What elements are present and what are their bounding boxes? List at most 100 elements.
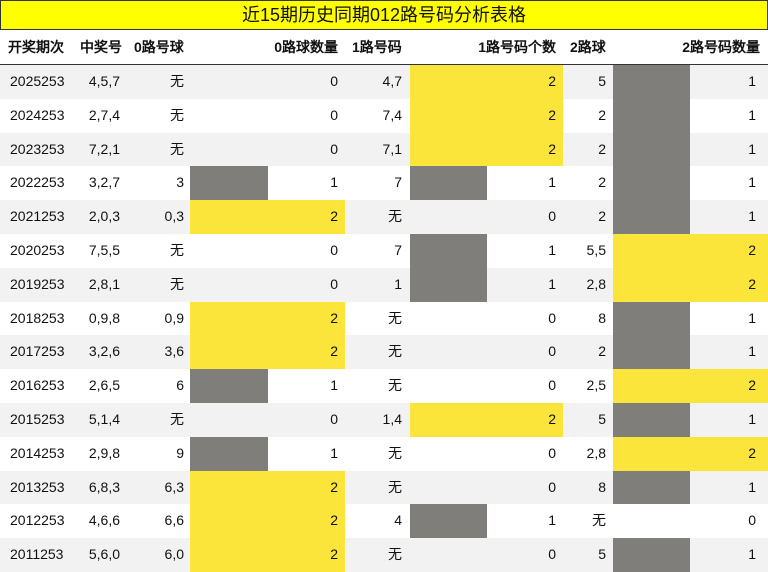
count-highlight — [613, 470, 690, 505]
count-highlight — [613, 538, 690, 572]
table-cell: 2014253 — [10, 444, 65, 461]
table-cell: 2,7,4 — [88, 106, 120, 123]
table-cell: 7,4 — [382, 106, 402, 123]
count-highlight — [613, 166, 690, 201]
table-cell: 1 — [748, 174, 756, 191]
table-cell: 2018253 — [10, 309, 65, 326]
table-cell: 无 — [388, 478, 402, 495]
table-cell: 7,2,1 — [88, 140, 120, 157]
table-cell: 8 — [598, 478, 606, 495]
count-highlight — [613, 65, 690, 99]
table-cell: 2017253 — [10, 343, 65, 360]
count-highlight — [410, 65, 563, 99]
column-header: 中奖号 — [80, 39, 122, 55]
table-cell: 0 — [330, 242, 338, 258]
table-cell: 2 — [548, 73, 556, 89]
table-cell: 9 — [176, 444, 184, 461]
table-cell: 5,1,4 — [88, 411, 120, 427]
table-cell: 1,4 — [382, 411, 402, 427]
table-cell: 无 — [170, 275, 184, 292]
table-cell: 4,6,6 — [88, 512, 120, 529]
table-cell: 0 — [748, 512, 756, 529]
count-highlight — [190, 470, 345, 505]
count-highlight — [410, 132, 563, 167]
table-cell: 0 — [548, 444, 556, 461]
table-cell: 2 — [748, 275, 756, 292]
column-header: 0路球数量 — [274, 39, 338, 55]
table-cell: 3,6 — [164, 343, 184, 360]
column-header: 2路球 — [570, 39, 606, 55]
table-cell: 2,5 — [586, 377, 606, 394]
count-highlight — [190, 200, 345, 234]
count-highlight — [190, 436, 268, 471]
table-cell: 6,3 — [164, 478, 184, 495]
table-cell: 2024253 — [10, 106, 65, 123]
count-highlight — [410, 403, 563, 437]
count-highlight — [613, 234, 768, 268]
table-cell: 2025253 — [10, 73, 65, 89]
table-cell: 0 — [548, 478, 556, 495]
count-highlight — [613, 403, 690, 437]
table-cell: 2 — [330, 512, 338, 529]
table-cell: 1 — [748, 106, 756, 123]
count-highlight — [190, 504, 345, 539]
table-cell: 2 — [598, 106, 606, 123]
table-cell: 3 — [176, 174, 184, 191]
table-cell: 5 — [598, 411, 606, 427]
count-highlight — [410, 267, 487, 302]
table-cell: 1 — [548, 275, 556, 292]
table-cell: 2 — [748, 242, 756, 258]
table-cell: 6 — [176, 377, 184, 394]
table-cell: 2 — [748, 444, 756, 461]
table-cell: 5,5 — [586, 242, 606, 258]
table-cell: 2013253 — [10, 478, 65, 495]
column-header: 0路号球 — [134, 39, 184, 55]
table-cell: 2023253 — [10, 140, 65, 157]
table-cell: 1 — [330, 377, 338, 394]
column-header: 1路号码个数 — [478, 39, 556, 55]
table-cell: 1 — [548, 174, 556, 191]
count-highlight — [410, 98, 563, 133]
table-cell: 无 — [592, 512, 606, 529]
table-cell: 无 — [388, 377, 402, 394]
table-cell: 4 — [394, 512, 402, 529]
table-cell: 2012253 — [10, 512, 65, 529]
table-cell: 无 — [388, 208, 402, 225]
table-cell: 2015253 — [10, 411, 65, 427]
table-cell: 0 — [548, 309, 556, 326]
table-cell: 0 — [330, 275, 338, 292]
table-cell: 2 — [598, 208, 606, 225]
table-cell: 1 — [748, 73, 756, 89]
table-cell: 2011253 — [10, 546, 64, 563]
table-cell: 无 — [388, 309, 402, 326]
table-cell: 7,5,5 — [88, 242, 120, 258]
table-cell: 2,8 — [586, 444, 606, 461]
table-cell: 1 — [330, 174, 338, 191]
table-cell: 2,8 — [586, 275, 606, 292]
table-cell: 2019253 — [10, 275, 65, 292]
count-highlight — [410, 234, 487, 268]
table-cell: 2 — [330, 546, 338, 563]
table-cell: 1 — [330, 444, 338, 461]
table-cell: 无 — [170, 73, 184, 89]
table-cell: 4,7 — [382, 73, 402, 89]
count-highlight — [613, 436, 768, 471]
table-cell: 0 — [330, 73, 338, 89]
column-header: 开奖期次 — [8, 39, 64, 55]
table-cell: 6,0 — [164, 546, 184, 563]
table-cell: 0,9,8 — [88, 309, 120, 326]
table-cell: 2 — [330, 208, 338, 225]
table-cell: 6,6 — [164, 512, 184, 529]
table-cell: 2,9,8 — [88, 444, 120, 461]
table-cell: 3,2,7 — [88, 174, 120, 191]
table-cell: 2,6,5 — [88, 377, 120, 394]
count-highlight — [613, 267, 768, 302]
count-highlight — [190, 166, 268, 201]
table-cell: 3,2,6 — [88, 343, 120, 360]
table-cell: 2020253 — [10, 242, 65, 258]
table-cell: 无 — [388, 444, 402, 461]
table-cell: 7 — [394, 174, 402, 191]
table-cell: 7,1 — [382, 140, 402, 157]
table-cell: 6,8,3 — [88, 478, 120, 495]
